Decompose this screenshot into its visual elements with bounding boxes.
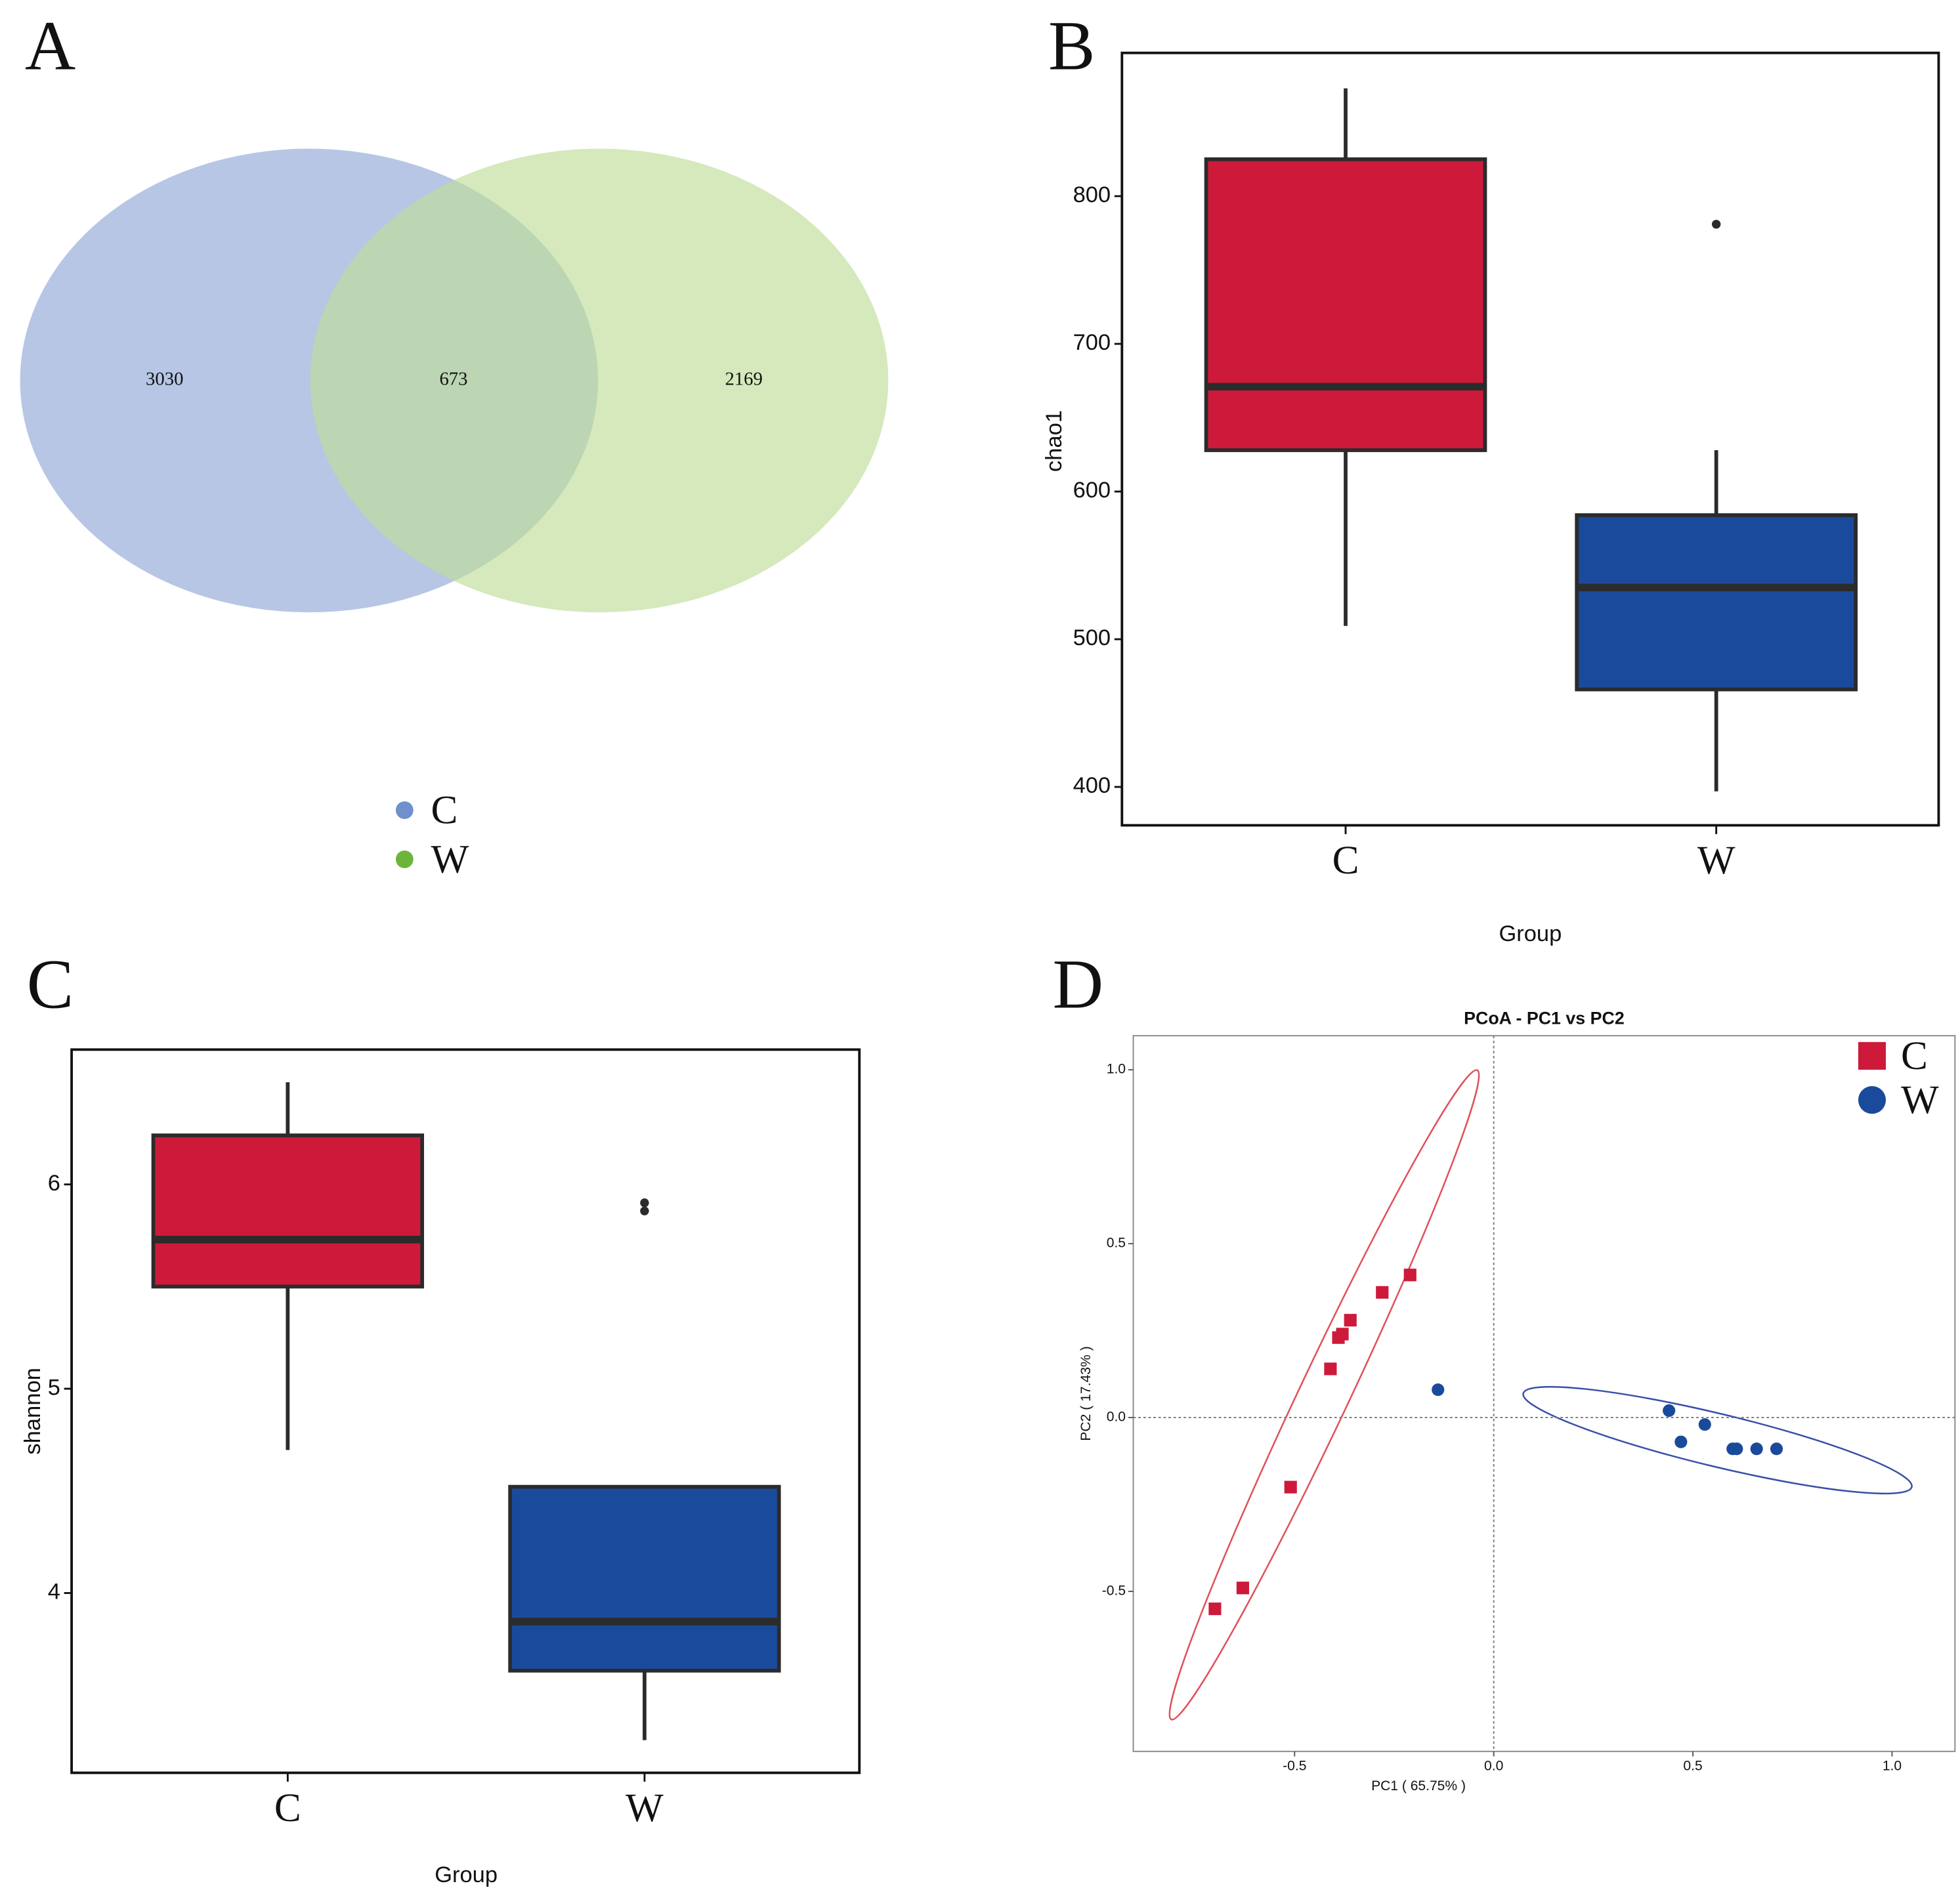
point <box>1344 1314 1357 1327</box>
legend-label: W <box>431 837 469 881</box>
point <box>1698 1418 1711 1431</box>
y-tick-label: 400 <box>1073 773 1111 798</box>
x-tick-label: -0.5 <box>1283 1758 1306 1773</box>
box <box>1575 513 1858 692</box>
outlier <box>640 1198 649 1208</box>
y-tick-label: 5 <box>48 1375 60 1400</box>
point <box>1284 1480 1297 1494</box>
legend-marker <box>1858 1086 1886 1114</box>
point <box>1432 1383 1445 1396</box>
legend-marker <box>1858 1041 1886 1070</box>
panel-letter: D <box>1053 946 1103 1024</box>
chart-title: PCoA - PC1 vs PC2 <box>1464 1008 1625 1028</box>
point <box>1730 1442 1743 1456</box>
legend-label: C <box>431 788 458 832</box>
y-axis-label: PC2 ( 17.43% ) <box>1078 1346 1094 1440</box>
point <box>1674 1435 1688 1448</box>
x-tick-label: W <box>626 1786 664 1830</box>
x-tick-label: 0.5 <box>1683 1758 1702 1773</box>
y-tick-label: -0.5 <box>1102 1584 1126 1599</box>
point <box>1770 1442 1783 1456</box>
plot-frame <box>1120 51 1940 827</box>
y-tick-label: 600 <box>1073 478 1111 503</box>
box <box>508 1484 781 1673</box>
point <box>1324 1362 1337 1376</box>
point <box>1236 1582 1249 1595</box>
y-tick-label: 1.0 <box>1107 1062 1126 1077</box>
confidence-ellipse <box>1168 1069 1480 1721</box>
venn-count: 673 <box>439 368 467 389</box>
legend-dot <box>395 801 414 819</box>
panel-letter: C <box>27 946 74 1024</box>
y-axis-label: shannon <box>20 1368 45 1455</box>
panel-letter: A <box>25 7 75 85</box>
confidence-ellipse <box>1522 1385 1913 1495</box>
x-tick-label: W <box>1697 838 1736 883</box>
x-tick-label: 1.0 <box>1883 1758 1902 1773</box>
venn-count: 3030 <box>146 368 183 389</box>
y-tick-label: 700 <box>1073 330 1111 355</box>
y-axis-label: chao1 <box>1042 410 1067 472</box>
outlier <box>1711 219 1721 229</box>
y-tick-label: 0.0 <box>1107 1410 1126 1425</box>
y-tick-label: 0.5 <box>1107 1236 1126 1251</box>
panel-letter: B <box>1048 7 1095 85</box>
point <box>1208 1602 1222 1616</box>
y-tick-label: 6 <box>48 1171 60 1196</box>
venn-set <box>310 148 889 613</box>
x-axis-label: Group <box>435 1862 498 1887</box>
x-tick-label: C <box>1332 838 1359 883</box>
point <box>1403 1269 1417 1282</box>
y-tick-label: 500 <box>1073 625 1111 650</box>
legend-dot <box>395 850 414 868</box>
x-tick-label: 0.0 <box>1484 1758 1503 1773</box>
venn-count: 2169 <box>725 368 762 389</box>
x-tick-label: C <box>274 1786 301 1830</box>
box <box>1204 157 1487 452</box>
point <box>1663 1404 1676 1418</box>
x-axis-label: Group <box>1499 921 1562 946</box>
plot-frame <box>1132 1035 1956 1752</box>
point <box>1750 1442 1763 1456</box>
box <box>151 1133 425 1289</box>
plot-frame <box>70 1048 861 1774</box>
y-tick-label: 800 <box>1073 182 1111 207</box>
legend-label: C <box>1901 1034 1928 1078</box>
legend-label: W <box>1901 1078 1939 1122</box>
outlier <box>640 1206 649 1216</box>
x-axis-label: PC1 ( 65.75% ) <box>1371 1778 1466 1794</box>
y-tick-label: 4 <box>48 1580 60 1605</box>
point <box>1336 1328 1349 1341</box>
point <box>1376 1286 1389 1299</box>
